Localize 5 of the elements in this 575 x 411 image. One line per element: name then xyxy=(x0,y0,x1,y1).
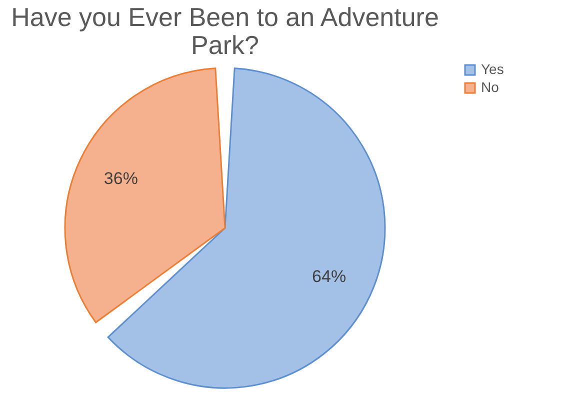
data-label: 64% xyxy=(312,266,346,286)
data-label: 36% xyxy=(104,169,138,188)
chart-title: Have you Ever Been to an Adventure Park? xyxy=(11,2,439,60)
legend-label: No xyxy=(481,79,500,95)
legend-label: Yes xyxy=(481,61,504,77)
